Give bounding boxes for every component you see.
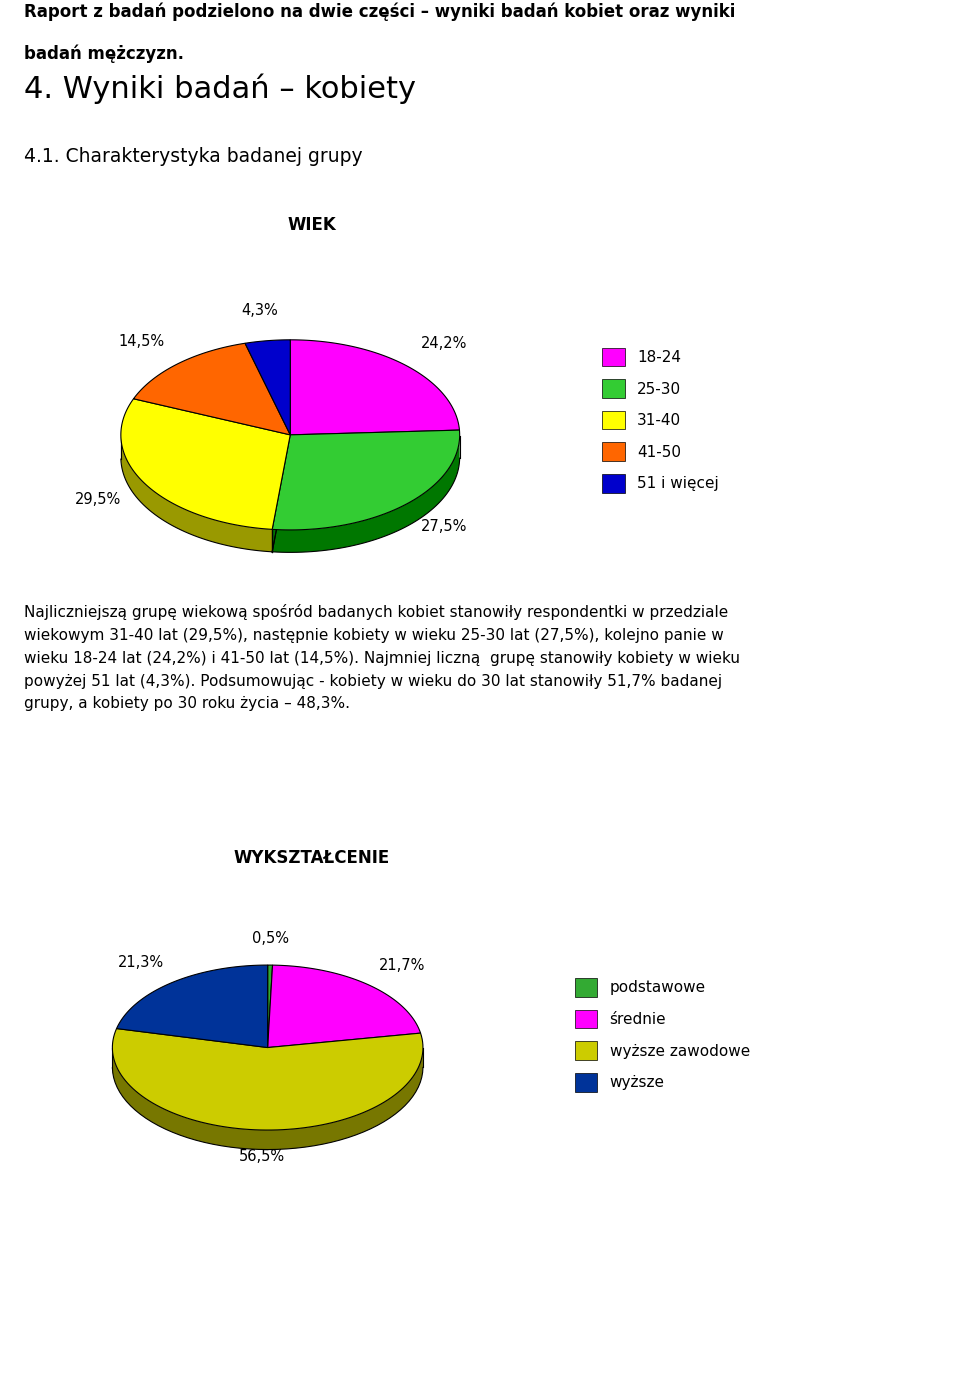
Polygon shape (273, 431, 460, 531)
Polygon shape (245, 340, 290, 435)
Legend: podstawowe, średnie, wyższe zawodowe, wyższe: podstawowe, średnie, wyższe zawodowe, wy… (574, 978, 750, 1092)
Text: WYKSZTAŁCENIE: WYKSZTAŁCENIE (234, 850, 390, 867)
Text: 4,3%: 4,3% (242, 303, 278, 318)
Text: Raport z badań podzielono na dwie części – wyniki badań kobiet oraz wyniki: Raport z badań podzielono na dwie części… (24, 3, 735, 21)
Polygon shape (121, 436, 273, 551)
Text: Najliczniejszą grupę wiekową spośród badanych kobiet stanowiły respondentki w pr: Najliczniejszą grupę wiekową spośród bad… (24, 604, 740, 711)
Polygon shape (116, 965, 268, 1047)
Text: 56,5%: 56,5% (239, 1149, 285, 1164)
Text: badań mężczyzn.: badań mężczyzn. (24, 44, 184, 63)
Polygon shape (112, 1028, 423, 1131)
Polygon shape (112, 1047, 423, 1150)
Polygon shape (268, 965, 273, 1047)
Polygon shape (121, 399, 290, 529)
Text: 14,5%: 14,5% (119, 333, 165, 349)
Text: 29,5%: 29,5% (75, 492, 121, 507)
Text: 24,2%: 24,2% (421, 336, 468, 351)
Text: 4. Wyniki badań – kobiety: 4. Wyniki badań – kobiety (24, 74, 416, 104)
Text: 0,5%: 0,5% (252, 931, 289, 946)
Legend: 18-24, 25-30, 31-40, 41-50, 51 i więcej: 18-24, 25-30, 31-40, 41-50, 51 i więcej (602, 347, 719, 493)
Text: 4.1. Charakterystyka badanej grupy: 4.1. Charakterystyka badanej grupy (24, 147, 363, 167)
Text: 21,7%: 21,7% (378, 957, 425, 972)
Polygon shape (133, 343, 290, 435)
Polygon shape (268, 965, 420, 1047)
Text: 21,3%: 21,3% (117, 954, 163, 970)
Text: 27,5%: 27,5% (420, 518, 467, 533)
Polygon shape (273, 436, 460, 553)
Text: WIEK: WIEK (288, 217, 336, 233)
Polygon shape (290, 340, 460, 435)
